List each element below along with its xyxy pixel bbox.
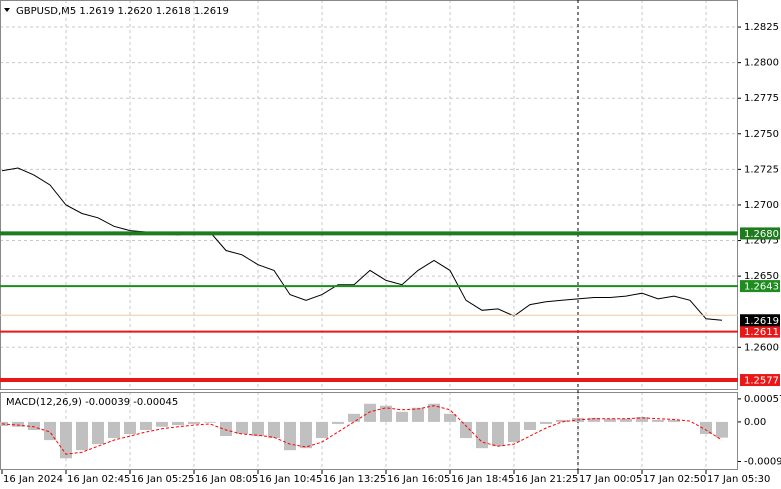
macd-bar xyxy=(108,421,120,439)
macd-bar xyxy=(428,403,440,422)
y-tick-label: 1.2650 xyxy=(744,271,779,282)
macd-bar xyxy=(284,421,296,451)
price-line xyxy=(1,167,723,321)
macd-bar xyxy=(508,421,520,443)
y-tick-label: 1.2750 xyxy=(744,129,779,140)
y-tick-label: -0.00098 xyxy=(744,457,781,468)
level-tag xyxy=(740,227,780,240)
macd-bar xyxy=(316,421,328,439)
last-price-label: 1.2619 xyxy=(744,316,779,327)
x-tick-label: 16 Jan 21:25 xyxy=(515,474,578,485)
y-tick-label: 1.2800 xyxy=(744,58,779,69)
x-tick-label: 16 Jan 16:05 xyxy=(387,474,450,485)
macd-bar xyxy=(300,421,312,449)
y-tick-label: 0.00057 xyxy=(744,394,781,405)
macd-bar xyxy=(668,419,680,422)
level-label: 1.2680 xyxy=(744,229,779,240)
macd-bar xyxy=(604,418,616,422)
x-tick-label: 17 Jan 00:05 xyxy=(579,474,642,485)
x-tick-label: 16 Jan 18:45 xyxy=(451,474,514,485)
macd-bar xyxy=(252,421,264,437)
macd-bar xyxy=(28,421,40,430)
macd-bar xyxy=(524,421,536,430)
x-tick-label: 16 Jan 13:25 xyxy=(323,474,386,485)
macd-bar xyxy=(60,421,72,459)
macd-bar xyxy=(92,421,104,445)
x-tick-label: 16 Jan 02:45 xyxy=(67,474,130,485)
x-tick-label: 16 Jan 05:25 xyxy=(131,474,194,485)
macd-bar xyxy=(204,421,216,423)
macd-bar xyxy=(412,407,424,422)
level-tag xyxy=(740,325,780,338)
macd-panel-frame xyxy=(0,392,738,470)
macd-bar xyxy=(716,421,728,438)
macd-bar xyxy=(156,421,168,427)
macd-bar xyxy=(476,421,488,449)
y-tick-label: 1.2725 xyxy=(744,164,779,175)
macd-bar xyxy=(236,421,248,435)
y-tick-label: 1.2825 xyxy=(744,22,779,33)
macd-bar xyxy=(444,413,456,422)
macd-bar xyxy=(540,421,552,424)
macd-bar xyxy=(12,421,24,427)
y-tick-label: 1.2775 xyxy=(744,93,779,104)
y-tick-label: 1.2700 xyxy=(744,200,779,211)
signal-line xyxy=(1,405,723,455)
macd-bar xyxy=(140,421,152,430)
last-price-tag xyxy=(740,314,780,327)
x-tick-label: 17 Jan 02:50 xyxy=(643,474,706,485)
y-tick-label: 0.00 xyxy=(744,417,766,428)
macd-bar xyxy=(364,403,376,422)
macd-bar xyxy=(348,413,360,422)
macd-bar xyxy=(620,418,632,422)
macd-bar xyxy=(588,417,600,422)
macd-bar xyxy=(332,421,344,424)
macd-bar xyxy=(44,421,56,441)
macd-bar xyxy=(76,421,88,451)
macd-bar xyxy=(396,411,408,422)
macd-bar xyxy=(268,421,280,439)
macd-bar xyxy=(492,421,504,447)
x-tick-label: 16 Jan 2024 xyxy=(3,474,63,485)
title-arrow xyxy=(4,8,10,12)
macd-bar xyxy=(700,421,712,435)
price-panel-frame xyxy=(0,0,738,390)
price-title: GBPUSD,M5 1.2619 1.2620 1.2618 1.2619 xyxy=(16,6,229,17)
macd-bar xyxy=(636,417,648,422)
x-tick-label: 16 Jan 10:45 xyxy=(259,474,322,485)
level-label: 1.2577 xyxy=(744,376,779,387)
macd-bar xyxy=(220,421,232,437)
macd-bar xyxy=(380,405,392,422)
macd-bar xyxy=(652,419,664,422)
macd-bar xyxy=(188,421,200,424)
level-tag xyxy=(740,280,780,293)
x-tick-label: 17 Jan 05:30 xyxy=(707,474,770,485)
macd-title: MACD(12,26,9) -0.00039 -0.00045 xyxy=(6,397,178,408)
y-tick-label: 1.2675 xyxy=(744,236,779,247)
level-label: 1.2611 xyxy=(744,327,779,338)
level-label: 1.2643 xyxy=(744,282,779,293)
macd-bar xyxy=(172,421,184,426)
level-tag xyxy=(740,374,780,387)
macd-bar xyxy=(556,419,568,422)
macd-bar xyxy=(124,421,136,435)
y-tick-label: 1.2600 xyxy=(744,342,779,353)
macd-bar xyxy=(460,421,472,439)
x-tick-label: 16 Jan 08:05 xyxy=(195,474,258,485)
